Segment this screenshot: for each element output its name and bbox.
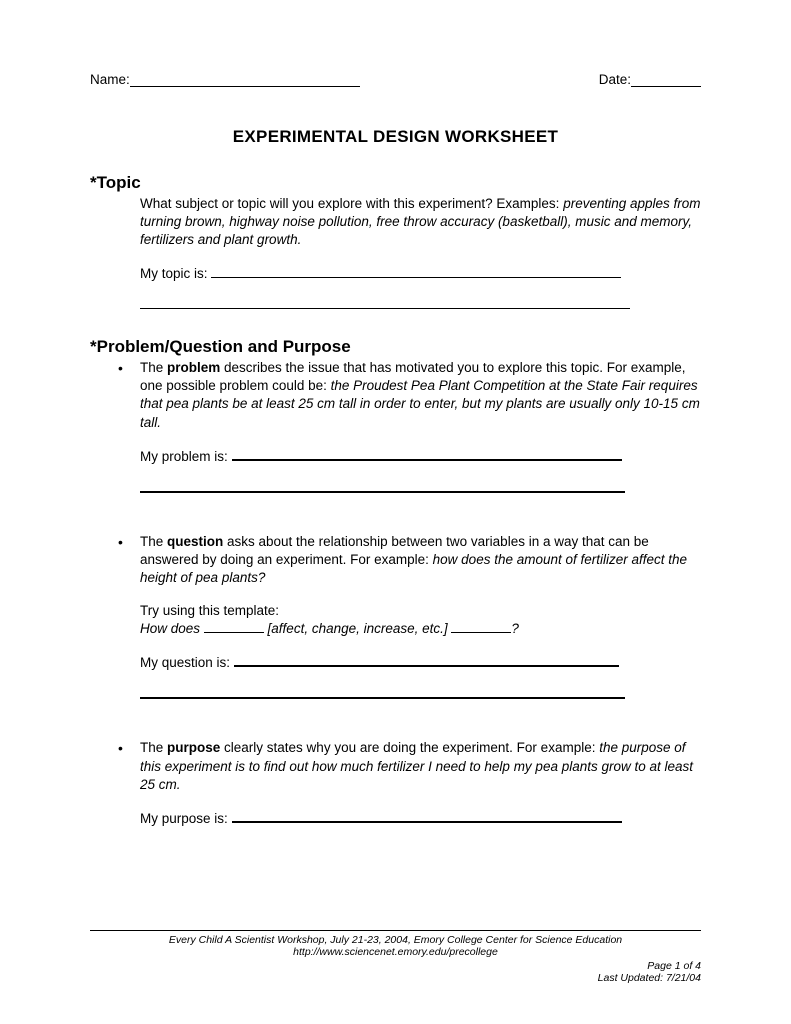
topic-body: What subject or topic will you explore w… [140,195,701,309]
problem-blank-line-2[interactable] [140,490,625,493]
b2-template-row: How does [affect, change, increase, etc.… [140,620,701,638]
b3-text-b: clearly states why you are doing the exp… [220,740,599,755]
topic-heading: *Topic [90,173,701,193]
question-blank-line-2[interactable] [140,696,625,699]
b1-bold: problem [167,360,220,375]
b3-text-a: The [140,740,167,755]
b2-template-c: ? [511,621,519,636]
b2-template-intro: Try using this template: [140,602,701,620]
question-blank-line-1[interactable] [234,652,619,667]
footer-updated: Last Updated: 7/21/04 [90,972,701,984]
name-blank-line[interactable] [130,72,360,87]
topic-intro: What subject or topic will you explore w… [140,196,563,211]
b1-prompt: My problem is: [140,449,232,464]
b2-text-a: The [140,534,167,549]
topic-prompt: My topic is: [140,266,211,281]
b2-template-b: [affect, change, increase, etc.] [264,621,452,636]
footer-right: Page 1 of 4 Last Updated: 7/21/04 [90,960,701,984]
page-footer: Every Child A Scientist Workshop, July 2… [90,930,701,984]
b2-prompt-row: My question is: [140,652,701,672]
problem-heading: *Problem/Question and Purpose [90,337,701,357]
b3-bold: purpose [167,740,220,755]
worksheet-title: EXPERIMENTAL DESIGN WORKSHEET [90,127,701,147]
date-label: Date: [599,72,631,87]
topic-blank-line-1[interactable] [211,264,621,278]
bullet-question: The question asks about the relationship… [140,533,701,699]
b3-prompt-row: My purpose is: [140,808,701,828]
b2-bold: question [167,534,223,549]
template-blank-1[interactable] [204,620,264,633]
name-field: Name: [90,72,360,87]
worksheet-page: { "header": { "name_label": "Name:", "da… [0,0,791,1024]
template-blank-2[interactable] [451,620,511,633]
date-field: Date: [599,72,701,87]
footer-page: Page 1 of 4 [90,960,701,972]
footer-line1: Every Child A Scientist Workshop, July 2… [90,934,701,946]
header-row: Name: Date: [90,72,701,87]
b2-prompt: My question is: [140,655,234,670]
bullet-problem: The problem describes the issue that has… [140,359,701,493]
footer-line2: http://www.sciencenet.emory.edu/precolle… [90,946,701,958]
purpose-blank-line-1[interactable] [232,808,622,823]
bullet-purpose: The purpose clearly states why you are d… [140,739,701,828]
name-label: Name: [90,72,130,87]
b3-prompt: My purpose is: [140,811,232,826]
topic-prompt-row: My topic is: [140,264,701,283]
date-blank-line[interactable] [631,72,701,87]
problem-blank-line-1[interactable] [232,446,622,461]
b2-template-a: How does [140,621,204,636]
bullet-list: The problem describes the issue that has… [90,359,701,828]
b1-prompt-row: My problem is: [140,446,701,466]
b1-text-a: The [140,360,167,375]
